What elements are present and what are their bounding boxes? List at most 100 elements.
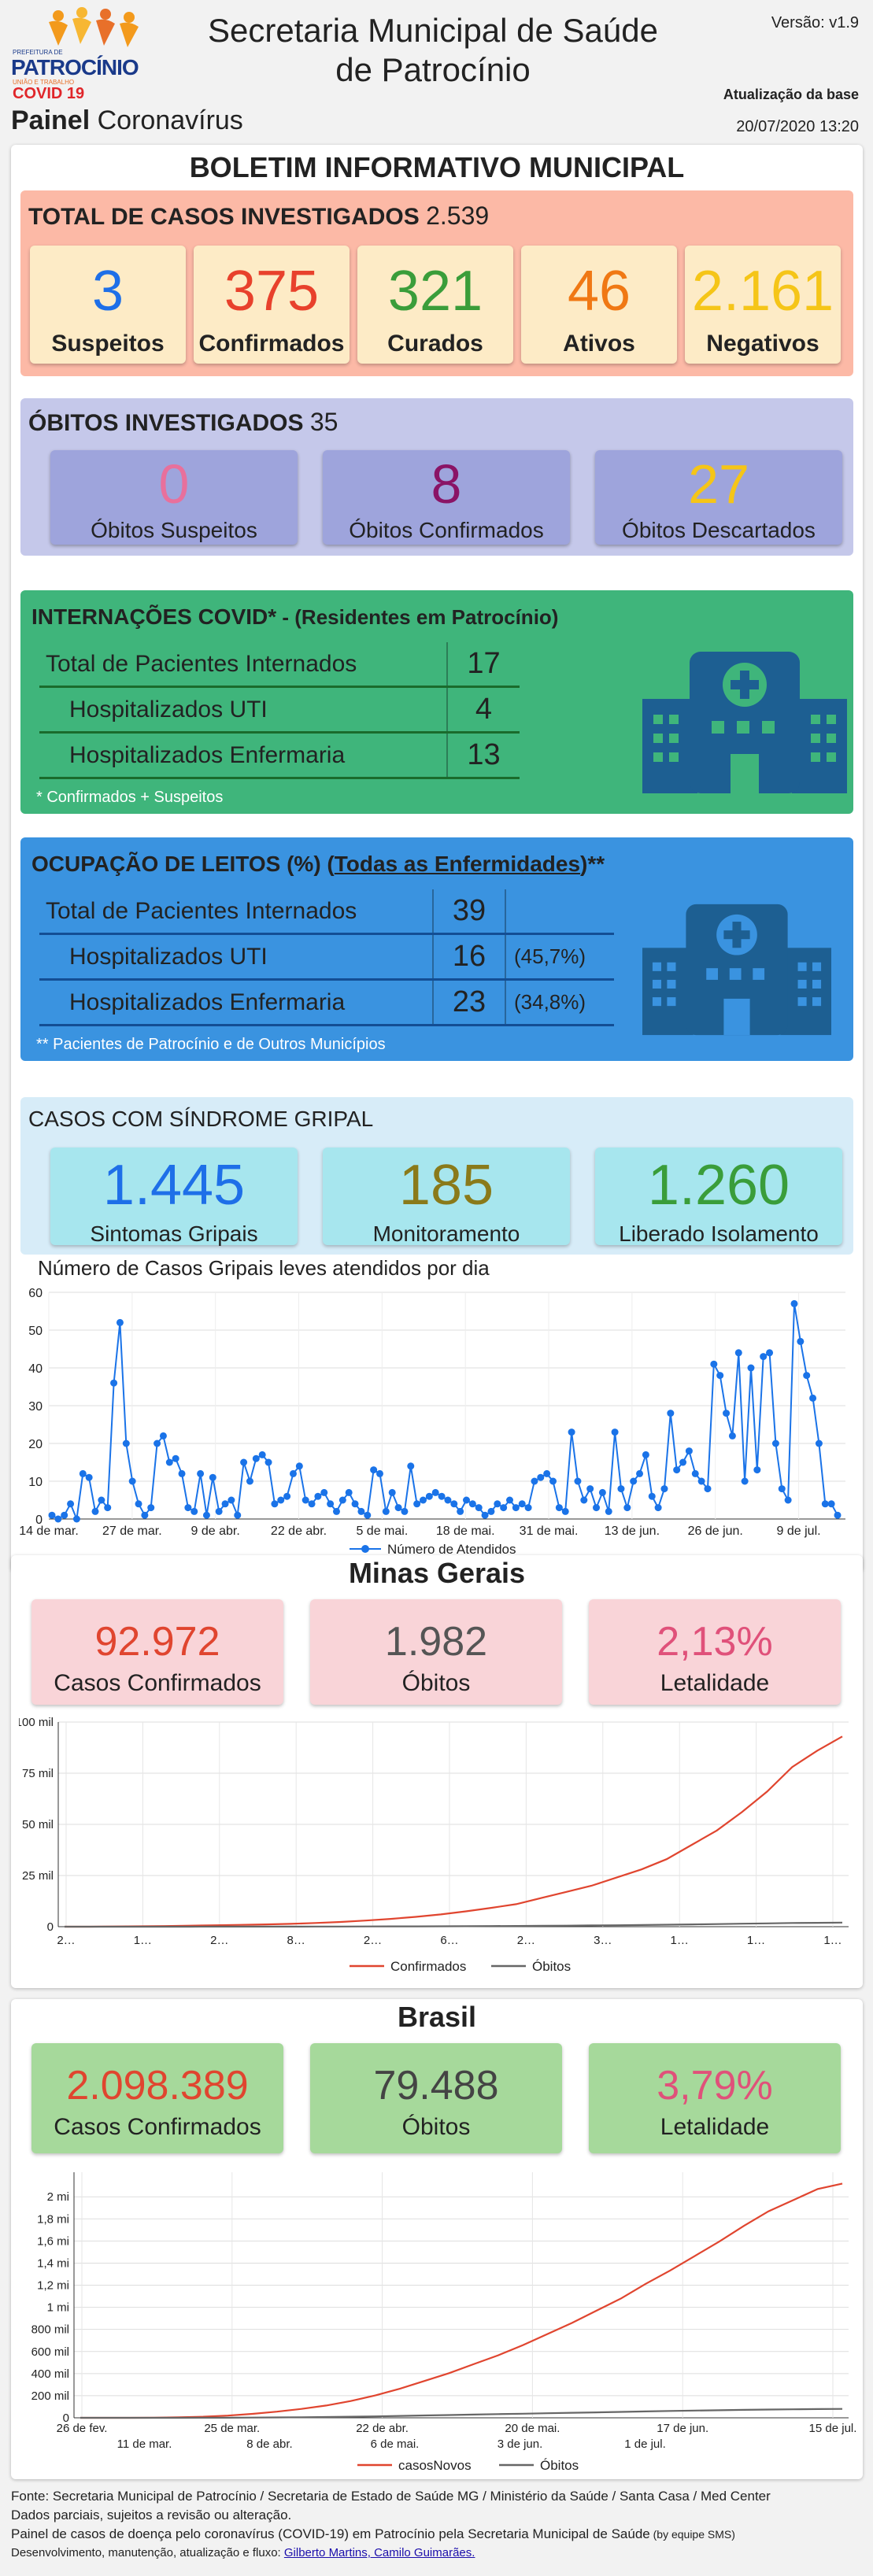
panel-title-bold: Painel: [11, 105, 91, 135]
logo: PREFEITURA DE PATROCÍNIO UNIÃO E TRABALH…: [11, 5, 161, 86]
mg-label: Óbitos: [401, 1670, 471, 1696]
br-value: 2.098.389: [66, 2063, 249, 2108]
update-value: 20/07/2020 13:20: [736, 118, 859, 135]
footer-description-text: Painel de casos de doença pelo coronavír…: [11, 2526, 650, 2541]
br-tile: 2.098.389 Casos Confirmados: [31, 2043, 283, 2153]
data-point: [338, 1496, 346, 1504]
x-tick-label: 18 de mai.: [436, 1525, 495, 1538]
case-label: Curados: [387, 331, 483, 357]
beds-row-label: Total de Pacientes Internados: [39, 889, 433, 935]
data-point: [531, 1477, 538, 1485]
data-point: [61, 1511, 68, 1519]
footer-sources: Fonte: Secretaria Municipal de Patrocíni…: [11, 2489, 771, 2504]
case-value: 2.161: [691, 260, 834, 323]
data-point: [438, 1492, 446, 1500]
br-chart: 0 200 mil 400 mil 600 mil 800 mil 1 mi 1,2 mi 1…: [31, 2172, 856, 2473]
flu-value: 185: [398, 1154, 494, 1217]
data-point: [611, 1428, 619, 1436]
data-point: [110, 1379, 118, 1387]
x-tick-label: 8…: [287, 1934, 305, 1947]
y-tick-label: 25 mil: [22, 1869, 54, 1883]
y-tick-label: 200 mil: [31, 2389, 69, 2403]
death-label: Óbitos Suspeitos: [91, 518, 257, 542]
beds-panel: OCUPAÇÃO DE LEITOS (%) (Todas as Enfermi…: [20, 837, 853, 1061]
data-point: [450, 1500, 458, 1508]
y-tick-label: 50: [28, 1325, 43, 1338]
mg-chart: 0 25 mil 50 mil 75 mil 100 mil 2… 1… 2… 8… 2… 6… 2……: [19, 1716, 849, 1974]
y-tick-label: 400 mil: [31, 2367, 69, 2381]
data-point: [128, 1477, 136, 1485]
flu-chart: 0 10 20 30 40 50 60 14 de mar. 27 de mar. 9 de ab…: [19, 1287, 845, 1557]
y-tick-label: 2 mi: [47, 2190, 69, 2204]
data-point: [642, 1451, 649, 1458]
data-point: [79, 1469, 87, 1477]
footer-description: Painel de casos de doença pelo coronavír…: [11, 2525, 863, 2544]
hospital-title: INTERNAÇÕES COVID* - (Residentes em Patr…: [31, 604, 558, 630]
death-label: Óbitos Confirmados: [349, 518, 544, 542]
data-point: [524, 1504, 532, 1512]
data-point: [803, 1372, 811, 1380]
data-point: [697, 1477, 705, 1485]
table-row: Hospitalizados UTI 16 (45,7%): [39, 933, 614, 981]
y-tick-label: 30: [28, 1400, 43, 1414]
table-row: Total de Pacientes Internados 39: [39, 889, 614, 935]
y-tick-label: 800 mil: [31, 2323, 69, 2337]
footer-team: (by equipe SMS): [649, 2528, 735, 2541]
flu-value: 1.445: [102, 1154, 246, 1217]
x-tick-label: 26 de jun.: [688, 1525, 743, 1538]
data-point: [444, 1496, 452, 1504]
mg-value: 92.972: [94, 1619, 220, 1665]
data-point: [301, 1496, 309, 1504]
x-tick-label: 6 de mai.: [371, 2437, 420, 2451]
data-point: [747, 1364, 755, 1372]
hospital-table: Total de Pacientes Internados 17 Hospital…: [39, 642, 520, 779]
beds-title-c: )**: [580, 852, 605, 876]
data-point: [289, 1469, 297, 1477]
x-tick-label: 25 de mar.: [204, 2422, 260, 2435]
flu-title: CASOS COM SÍNDROME GRIPAL: [28, 1107, 374, 1131]
table-row: Hospitalizados UTI 4: [39, 686, 520, 734]
death-value: 8: [431, 453, 462, 515]
case-label: Suspeitos: [51, 331, 165, 357]
case-tile: 46 Ativos: [521, 246, 677, 364]
deaths-value: 35: [309, 408, 338, 436]
br-label: Óbitos: [401, 2114, 471, 2140]
data-point: [648, 1492, 656, 1500]
data-point: [771, 1440, 779, 1447]
data-point: [370, 1466, 378, 1474]
version: Versão: v1.9: [771, 14, 859, 31]
mg-value: 1.982: [384, 1619, 488, 1665]
data-point: [227, 1496, 235, 1504]
data-point: [790, 1299, 798, 1307]
flu-tile: 1.445 Sintomas Gripais: [50, 1148, 298, 1246]
hospital-note: * Confirmados + Suspeitos: [36, 789, 224, 806]
x-tick-label: 1…: [671, 1934, 689, 1947]
beds-row-pct: (45,7%): [505, 933, 614, 981]
flu-tile: 185 Monitoramento: [323, 1148, 570, 1246]
x-tick-label: 22 de abr.: [271, 1525, 327, 1538]
data-point: [135, 1500, 142, 1508]
table-row: Hospitalizados Enfermaria 13: [39, 732, 520, 779]
total-cases-title: TOTAL DE CASOS INVESTIGADOS 2.539: [28, 201, 489, 231]
br-label: Letalidade: [660, 2114, 770, 2140]
data-point: [766, 1349, 774, 1357]
x-tick-label: 1…: [134, 1934, 152, 1947]
data-point: [375, 1469, 383, 1477]
data-point: [617, 1485, 625, 1493]
beds-row-label: Hospitalizados Enfermaria: [39, 979, 433, 1026]
y-tick-label: 0: [47, 1920, 54, 1934]
panel-title: Painel Coronavírus: [11, 105, 243, 136]
x-tick-label: 9 de abr.: [191, 1525, 240, 1538]
data-point: [172, 1454, 179, 1462]
x-tick-label: 26 de fev.: [57, 2422, 108, 2435]
mg-tile: 2,13% Letalidade: [589, 1599, 841, 1705]
hospital-title-rest: - (Residentes em Patrocínio): [276, 605, 559, 629]
data-point: [457, 1507, 464, 1515]
footer-authors-link[interactable]: Gilberto Martins, Camilo Guimarães.: [283, 2546, 475, 2559]
total-cases-panel: TOTAL DE CASOS INVESTIGADOS 2.539 3 Suspe…: [20, 190, 853, 376]
data-point: [413, 1500, 421, 1508]
data-point: [834, 1511, 842, 1519]
death-tile: 8 Óbitos Confirmados: [323, 450, 570, 545]
hospital-building-icon: [642, 904, 831, 1036]
data-point: [246, 1477, 253, 1485]
